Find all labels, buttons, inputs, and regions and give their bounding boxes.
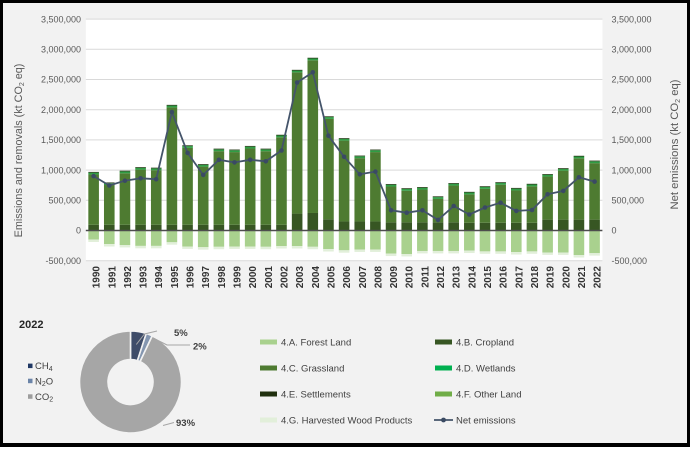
svg-text:2007: 2007	[358, 266, 369, 289]
svg-text:Net emissions: Net emissions	[456, 415, 516, 426]
svg-text:2012: 2012	[436, 266, 447, 289]
svg-text:2017: 2017	[514, 266, 525, 289]
svg-text:2022: 2022	[19, 319, 43, 331]
svg-text:4.E. Settlements: 4.E. Settlements	[281, 389, 351, 400]
svg-text:1,500,000: 1,500,000	[612, 135, 652, 145]
svg-text:1,000,000: 1,000,000	[41, 165, 81, 175]
svg-text:2013: 2013	[452, 266, 463, 289]
svg-text:2001: 2001	[264, 266, 275, 289]
svg-text:2%: 2%	[193, 342, 207, 353]
svg-text:4.B. Cropland: 4.B. Cropland	[456, 337, 514, 348]
svg-text:2011: 2011	[420, 266, 431, 288]
svg-text:0: 0	[76, 226, 81, 236]
svg-text:3,500,000: 3,500,000	[612, 14, 652, 24]
svg-text:Net emissions (kt CO2 eq): Net emissions (kt CO2 eq)	[669, 79, 682, 209]
svg-text:2015: 2015	[483, 266, 494, 289]
svg-text:CH4: CH4	[35, 361, 53, 373]
svg-text:2008: 2008	[373, 266, 384, 289]
svg-text:2020: 2020	[561, 266, 572, 289]
svg-text:2,000,000: 2,000,000	[612, 105, 652, 115]
svg-text:2005: 2005	[326, 266, 337, 289]
svg-text:CO2: CO2	[35, 392, 53, 404]
svg-text:2018: 2018	[530, 266, 541, 289]
svg-text:1997: 1997	[201, 266, 212, 289]
svg-text:2,000,000: 2,000,000	[41, 105, 81, 115]
svg-text:2002: 2002	[280, 266, 291, 289]
svg-text:1999: 1999	[233, 266, 244, 289]
svg-text:1993: 1993	[139, 266, 150, 289]
svg-text:3,000,000: 3,000,000	[612, 45, 652, 55]
svg-text:1992: 1992	[123, 266, 134, 289]
svg-text:2,500,000: 2,500,000	[41, 75, 81, 85]
svg-text:Emissions and removals (kt CO: Emissions and removals (kt CO2 eq)	[13, 64, 26, 238]
svg-text:1991: 1991	[107, 266, 118, 289]
svg-text:4.G. Harvested Wood Products: 4.G. Harvested Wood Products	[281, 415, 413, 426]
svg-text:2022: 2022	[593, 266, 604, 289]
svg-text:2021: 2021	[577, 266, 588, 289]
svg-text:2019: 2019	[546, 266, 557, 289]
svg-text:4.C. Grassland: 4.C. Grassland	[281, 363, 344, 374]
svg-text:1995: 1995	[170, 266, 181, 289]
svg-text:1994: 1994	[154, 266, 165, 289]
svg-text:4.F. Other Land: 4.F. Other Land	[456, 389, 521, 400]
svg-text:93%: 93%	[176, 418, 196, 429]
svg-text:0: 0	[612, 226, 617, 236]
svg-text:2014: 2014	[467, 266, 478, 289]
svg-text:5%: 5%	[174, 328, 188, 339]
svg-text:500,000: 500,000	[612, 196, 645, 206]
svg-text:2003: 2003	[295, 266, 306, 289]
svg-text:1996: 1996	[186, 266, 197, 289]
svg-text:1,500,000: 1,500,000	[41, 135, 81, 145]
svg-text:3,500,000: 3,500,000	[41, 14, 81, 24]
svg-text:3,000,000: 3,000,000	[41, 45, 81, 55]
svg-text:2009: 2009	[389, 266, 400, 289]
svg-text:1998: 1998	[217, 266, 228, 289]
svg-text:-500,000: -500,000	[45, 256, 81, 266]
svg-text:2004: 2004	[311, 266, 322, 289]
svg-text:1990: 1990	[92, 266, 103, 289]
svg-text:N2O: N2O	[35, 376, 53, 388]
svg-text:500,000: 500,000	[48, 196, 81, 206]
svg-text:1,000,000: 1,000,000	[612, 165, 652, 175]
svg-text:2,500,000: 2,500,000	[612, 75, 652, 85]
svg-text:2016: 2016	[499, 266, 510, 289]
svg-text:-500,000: -500,000	[612, 256, 648, 266]
svg-text:4.A. Forest Land: 4.A. Forest Land	[281, 337, 351, 348]
svg-text:2000: 2000	[248, 266, 259, 289]
svg-text:2006: 2006	[342, 266, 353, 289]
svg-text:2010: 2010	[405, 266, 416, 289]
svg-text:4.D. Wetlands: 4.D. Wetlands	[456, 363, 516, 374]
